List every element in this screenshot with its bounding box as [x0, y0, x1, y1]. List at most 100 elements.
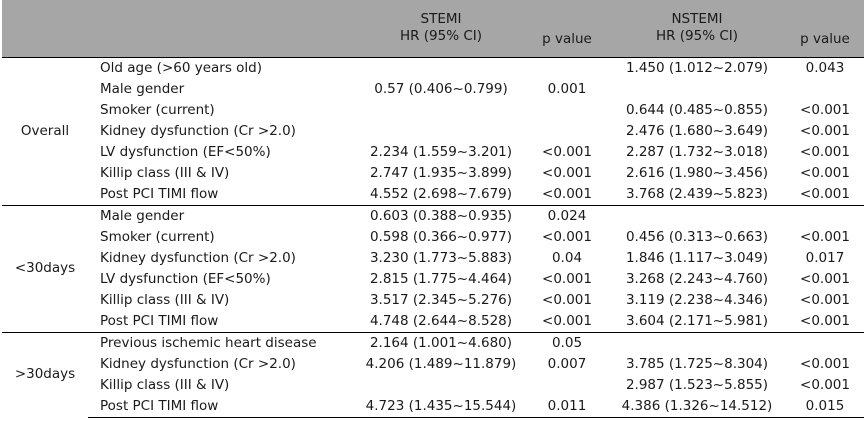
nstemi-hr-cell: 0.456 (0.313~0.663): [625, 228, 769, 245]
stemi-hr-cell: 2.164 (1.001~4.680): [356, 331, 526, 354]
nstemi-hr-cell: 2.287 (1.732~3.018): [625, 143, 769, 160]
nstemi-hr-cell: 4.386 (1.326~14.512): [608, 395, 786, 418]
nstemi-p-cell: 0.043: [786, 56, 864, 79]
nstemi-hr-cell: 3.604 (2.171~5.981): [625, 312, 769, 329]
nstemi-hr-cell: 3.268 (2.243~4.760): [625, 270, 769, 287]
stemi-p-cell: [526, 56, 608, 79]
stemi-p-cell: 0.04: [551, 249, 583, 266]
variable-cell: Male gender: [100, 80, 185, 97]
variable-cell: Killip class (III & IV): [100, 164, 230, 181]
header-stemi-hr-label: HR (95% CI): [399, 28, 483, 45]
stemi-p-cell: <0.001: [542, 312, 592, 329]
table-row: Killip class (III & IV) 3.517 (2.345~5.27…: [2, 290, 864, 311]
nstemi-p-cell: <0.001: [800, 228, 850, 245]
stemi-hr-cell: [356, 375, 526, 396]
header-nstemi-hr: NSTEMI HR (95% CI): [608, 0, 786, 58]
header-nstemi-title: NSTEMI: [671, 11, 723, 28]
stemi-p-cell: <0.001: [542, 270, 592, 287]
stemi-hr-cell: 0.57 (0.406~0.799): [374, 80, 508, 97]
nstemi-hr-cell: [608, 331, 786, 354]
nstemi-p-cell: 0.015: [786, 395, 864, 418]
stemi-hr-cell: 3.517 (2.345~5.276): [369, 291, 513, 308]
nstemi-p-cell: 0.017: [805, 249, 845, 266]
nstemi-hr-cell: 2.987 (1.523~5.855): [625, 376, 769, 393]
stemi-p-cell: 0.001: [547, 80, 587, 97]
nstemi-hr-cell: [608, 79, 786, 100]
stemi-p-cell: 0.024: [526, 204, 608, 227]
stemi-hr-cell: 4.748 (2.644~8.528): [369, 312, 513, 329]
variable-cell: Killip class (III & IV): [100, 291, 230, 308]
variable-cell: Smoker (current): [100, 228, 215, 245]
table-group-2: >30days Previous ischemic heart disease 2.…: [2, 331, 864, 418]
stemi-hr-cell: 2.234 (1.559~3.201): [369, 143, 513, 160]
hazard-ratio-table: STEMI HR (95% CI) p value NSTEMI HR (95%…: [2, 0, 864, 418]
stemi-p-cell: [526, 375, 608, 396]
nstemi-p-cell: <0.001: [800, 355, 850, 372]
table-row: Male gender 0.57 (0.406~0.799) 0.001: [2, 79, 864, 100]
group-label: <30days: [2, 204, 88, 332]
variable-cell: Male gender: [88, 204, 356, 227]
nstemi-p-cell: <0.001: [800, 164, 850, 181]
nstemi-hr-cell: 3.785 (1.725~8.304): [625, 355, 769, 372]
variable-cell: Old age (>60 years old): [88, 56, 356, 79]
table-row: Post PCI TIMI flow 4.552 (2.698~7.679) <0.…: [2, 184, 864, 206]
stemi-hr-cell: 4.723 (1.435~15.544): [356, 395, 526, 418]
table-row: Kidney dysfunction (Cr >2.0) 3.230 (1.773…: [2, 248, 864, 269]
stemi-p-cell: <0.001: [542, 164, 592, 181]
nstemi-p-cell: <0.001: [800, 270, 850, 287]
variable-cell: LV dysfunction (EF<50%): [100, 270, 271, 287]
stemi-hr-cell: [356, 100, 526, 121]
table-group-1: <30days Male gender 0.603 (0.388~0.935) 0.0…: [2, 204, 864, 332]
variable-cell: Kidney dysfunction (Cr >2.0): [100, 122, 296, 139]
variable-cell: Post PCI TIMI flow: [100, 312, 219, 329]
header-stemi-p: p value: [526, 0, 608, 58]
table-row: Killip class (III & IV) 2.747 (1.935~3.89…: [2, 163, 864, 184]
nstemi-hr-cell: 2.616 (1.980~3.456): [625, 164, 769, 181]
stemi-hr-cell: 0.598 (0.366~0.977): [369, 228, 513, 245]
stemi-p-cell: <0.001: [542, 228, 592, 245]
nstemi-p-cell: [786, 204, 864, 227]
table-row: LV dysfunction (EF<50%) 2.234 (1.559~3.20…: [2, 142, 864, 163]
nstemi-p-cell: <0.001: [800, 291, 850, 308]
header-nstemi-hr-label: HR (95% CI): [655, 28, 739, 45]
table-header-row: STEMI HR (95% CI) p value NSTEMI HR (95%…: [2, 0, 864, 58]
nstemi-hr-cell: 1.846 (1.117~3.049): [625, 249, 769, 266]
variable-cell: Kidney dysfunction (Cr >2.0): [100, 249, 296, 266]
variable-cell: Previous ischemic heart disease: [88, 331, 356, 354]
table-row: Post PCI TIMI flow 4.723 (1.435~15.544) 0.…: [2, 395, 864, 418]
stemi-p-cell: <0.001: [542, 185, 592, 202]
table-row: <30days Male gender 0.603 (0.388~0.935) 0.0…: [2, 204, 864, 332]
table-row: Kidney dysfunction (Cr >2.0) 2.476 (1.680…: [2, 121, 864, 142]
group-label: Overall: [2, 56, 88, 205]
variable-cell: Smoker (current): [100, 101, 215, 118]
stemi-p-cell: [526, 100, 608, 121]
variable-cell: Kidney dysfunction (Cr >2.0): [100, 355, 296, 372]
table-group-0: Overall Old age (>60 years old) 1.450 (1.0…: [2, 56, 864, 206]
nstemi-p-cell: <0.001: [800, 101, 850, 118]
variable-cell: Post PCI TIMI flow: [100, 185, 219, 202]
variable-cell: LV dysfunction (EF<50%): [100, 143, 271, 160]
stemi-p-cell: 0.05: [526, 331, 608, 354]
nstemi-p-cell: <0.001: [800, 143, 850, 160]
table-row: >30days Previous ischemic heart disease 2.…: [2, 331, 864, 417]
table-row: Kidney dysfunction (Cr >2.0) 4.206 (1.489…: [2, 354, 864, 375]
table-row: Smoker (current) 0.598 (0.366~0.977) <0.00…: [2, 227, 864, 248]
header-nstemi-p-label: p value: [800, 30, 850, 47]
header-stemi-hr: STEMI HR (95% CI): [356, 0, 526, 58]
table-row: Killip class (III & IV) 2.987 (1.523~5.85…: [2, 375, 864, 396]
nstemi-p-cell: <0.001: [800, 185, 850, 202]
nstemi-p-cell: <0.001: [800, 122, 850, 139]
table-row: Smoker (current) 0.644 (0.485~0.855) <0.00…: [2, 100, 864, 121]
nstemi-hr-cell: [608, 204, 786, 227]
header-empty-variable: [88, 0, 356, 58]
stemi-p-cell: <0.001: [542, 143, 592, 160]
nstemi-hr-cell: 3.768 (2.439~5.823): [625, 185, 769, 202]
nstemi-hr-cell: 3.119 (2.238~4.346): [625, 291, 769, 308]
nstemi-p-cell: [786, 79, 864, 100]
variable-cell: Killip class (III & IV): [100, 376, 230, 393]
stemi-hr-cell: 2.815 (1.775~4.464): [369, 270, 513, 287]
stemi-hr-cell: [356, 56, 526, 79]
stemi-p-cell: 0.007: [547, 355, 587, 372]
stemi-hr-cell: 4.206 (1.489~11.879): [365, 355, 517, 372]
stemi-p-cell: <0.001: [542, 291, 592, 308]
